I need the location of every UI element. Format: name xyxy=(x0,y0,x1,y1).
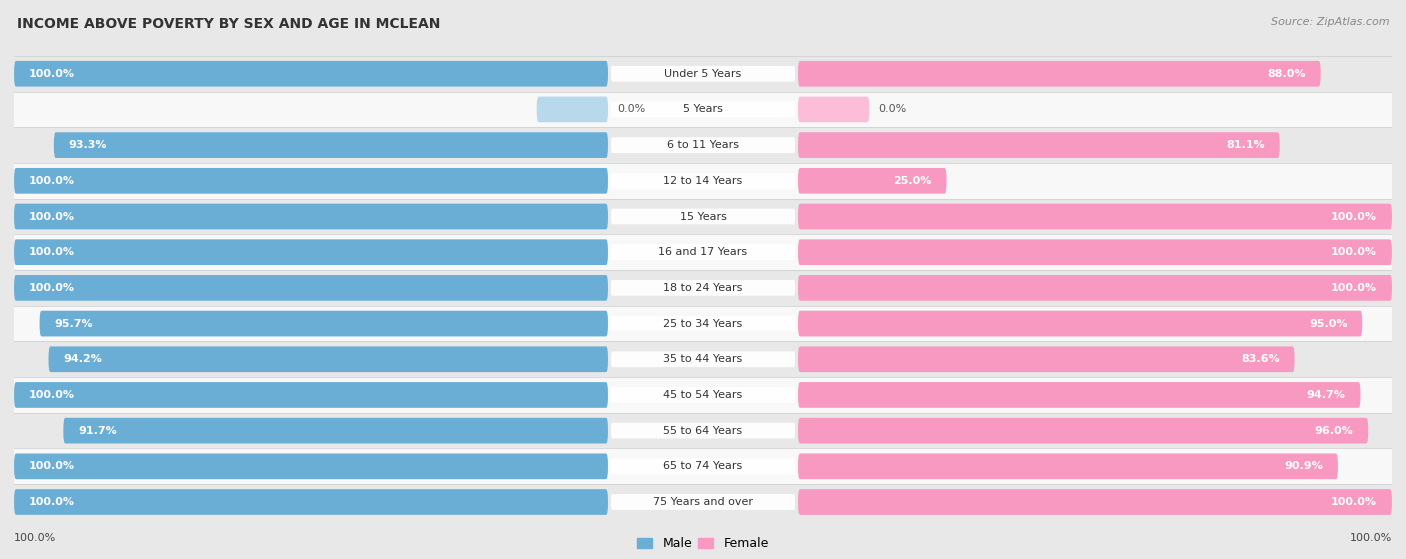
FancyBboxPatch shape xyxy=(612,244,794,260)
Text: 100.0%: 100.0% xyxy=(30,283,75,293)
Bar xyxy=(14,306,1392,342)
FancyBboxPatch shape xyxy=(799,168,946,193)
FancyBboxPatch shape xyxy=(53,132,607,158)
Text: 100.0%: 100.0% xyxy=(1331,211,1376,221)
Text: 100.0%: 100.0% xyxy=(14,533,56,543)
Legend: Male, Female: Male, Female xyxy=(633,532,773,556)
Text: 91.7%: 91.7% xyxy=(79,425,117,435)
FancyBboxPatch shape xyxy=(14,61,607,87)
Text: 5 Years: 5 Years xyxy=(683,105,723,115)
Text: 100.0%: 100.0% xyxy=(1331,247,1376,257)
Bar xyxy=(14,56,1392,92)
Text: 100.0%: 100.0% xyxy=(30,390,75,400)
FancyBboxPatch shape xyxy=(799,311,1362,337)
Bar xyxy=(14,127,1392,163)
Text: 25.0%: 25.0% xyxy=(893,176,932,186)
FancyBboxPatch shape xyxy=(537,97,607,122)
FancyBboxPatch shape xyxy=(799,418,1368,443)
FancyBboxPatch shape xyxy=(612,387,794,403)
Text: Under 5 Years: Under 5 Years xyxy=(665,69,741,79)
Text: 94.2%: 94.2% xyxy=(63,354,103,364)
Text: 65 to 74 Years: 65 to 74 Years xyxy=(664,461,742,471)
Text: 75 Years and over: 75 Years and over xyxy=(652,497,754,507)
Text: 16 and 17 Years: 16 and 17 Years xyxy=(658,247,748,257)
Text: 25 to 34 Years: 25 to 34 Years xyxy=(664,319,742,329)
FancyBboxPatch shape xyxy=(612,458,794,474)
Text: INCOME ABOVE POVERTY BY SEX AND AGE IN MCLEAN: INCOME ABOVE POVERTY BY SEX AND AGE IN M… xyxy=(17,17,440,31)
FancyBboxPatch shape xyxy=(63,418,607,443)
FancyBboxPatch shape xyxy=(799,97,869,122)
FancyBboxPatch shape xyxy=(799,203,1392,229)
FancyBboxPatch shape xyxy=(799,61,1320,87)
FancyBboxPatch shape xyxy=(799,453,1339,479)
FancyBboxPatch shape xyxy=(612,423,794,438)
Text: 6 to 11 Years: 6 to 11 Years xyxy=(666,140,740,150)
FancyBboxPatch shape xyxy=(14,453,607,479)
Text: 45 to 54 Years: 45 to 54 Years xyxy=(664,390,742,400)
Bar xyxy=(14,234,1392,270)
Text: 94.7%: 94.7% xyxy=(1306,390,1346,400)
FancyBboxPatch shape xyxy=(612,66,794,82)
FancyBboxPatch shape xyxy=(14,168,607,193)
Text: 95.0%: 95.0% xyxy=(1309,319,1347,329)
Bar xyxy=(14,270,1392,306)
Text: 100.0%: 100.0% xyxy=(30,176,75,186)
FancyBboxPatch shape xyxy=(14,239,607,265)
FancyBboxPatch shape xyxy=(612,209,794,224)
Text: 100.0%: 100.0% xyxy=(1331,283,1376,293)
Text: 100.0%: 100.0% xyxy=(30,211,75,221)
Text: 100.0%: 100.0% xyxy=(1331,497,1376,507)
FancyBboxPatch shape xyxy=(39,311,607,337)
Text: 88.0%: 88.0% xyxy=(1267,69,1306,79)
Text: 0.0%: 0.0% xyxy=(879,105,907,115)
FancyBboxPatch shape xyxy=(612,352,794,367)
Text: 12 to 14 Years: 12 to 14 Years xyxy=(664,176,742,186)
Text: 100.0%: 100.0% xyxy=(30,497,75,507)
Text: 96.0%: 96.0% xyxy=(1315,425,1354,435)
Text: 100.0%: 100.0% xyxy=(1350,533,1392,543)
Text: 55 to 64 Years: 55 to 64 Years xyxy=(664,425,742,435)
FancyBboxPatch shape xyxy=(799,347,1295,372)
Text: 18 to 24 Years: 18 to 24 Years xyxy=(664,283,742,293)
FancyBboxPatch shape xyxy=(14,203,607,229)
Text: 35 to 44 Years: 35 to 44 Years xyxy=(664,354,742,364)
Bar xyxy=(14,198,1392,234)
Text: 90.9%: 90.9% xyxy=(1284,461,1323,471)
FancyBboxPatch shape xyxy=(14,382,607,408)
Text: 93.3%: 93.3% xyxy=(69,140,107,150)
FancyBboxPatch shape xyxy=(612,280,794,296)
FancyBboxPatch shape xyxy=(799,239,1392,265)
FancyBboxPatch shape xyxy=(612,316,794,331)
Bar xyxy=(14,413,1392,448)
Text: 15 Years: 15 Years xyxy=(679,211,727,221)
Bar xyxy=(14,484,1392,520)
FancyBboxPatch shape xyxy=(612,102,794,117)
Bar xyxy=(14,448,1392,484)
Text: 100.0%: 100.0% xyxy=(30,461,75,471)
Bar xyxy=(14,377,1392,413)
Bar xyxy=(14,163,1392,198)
Text: 95.7%: 95.7% xyxy=(55,319,93,329)
FancyBboxPatch shape xyxy=(14,489,607,515)
Bar xyxy=(14,92,1392,127)
FancyBboxPatch shape xyxy=(799,382,1361,408)
Text: 83.6%: 83.6% xyxy=(1241,354,1279,364)
FancyBboxPatch shape xyxy=(14,275,607,301)
Bar xyxy=(14,342,1392,377)
FancyBboxPatch shape xyxy=(612,494,794,510)
Text: 0.0%: 0.0% xyxy=(617,105,645,115)
Text: 81.1%: 81.1% xyxy=(1226,140,1265,150)
FancyBboxPatch shape xyxy=(612,173,794,189)
FancyBboxPatch shape xyxy=(48,347,607,372)
FancyBboxPatch shape xyxy=(612,138,794,153)
Text: 100.0%: 100.0% xyxy=(30,247,75,257)
Text: 100.0%: 100.0% xyxy=(30,69,75,79)
Text: Source: ZipAtlas.com: Source: ZipAtlas.com xyxy=(1271,17,1389,27)
FancyBboxPatch shape xyxy=(799,275,1392,301)
FancyBboxPatch shape xyxy=(799,132,1279,158)
FancyBboxPatch shape xyxy=(799,489,1392,515)
